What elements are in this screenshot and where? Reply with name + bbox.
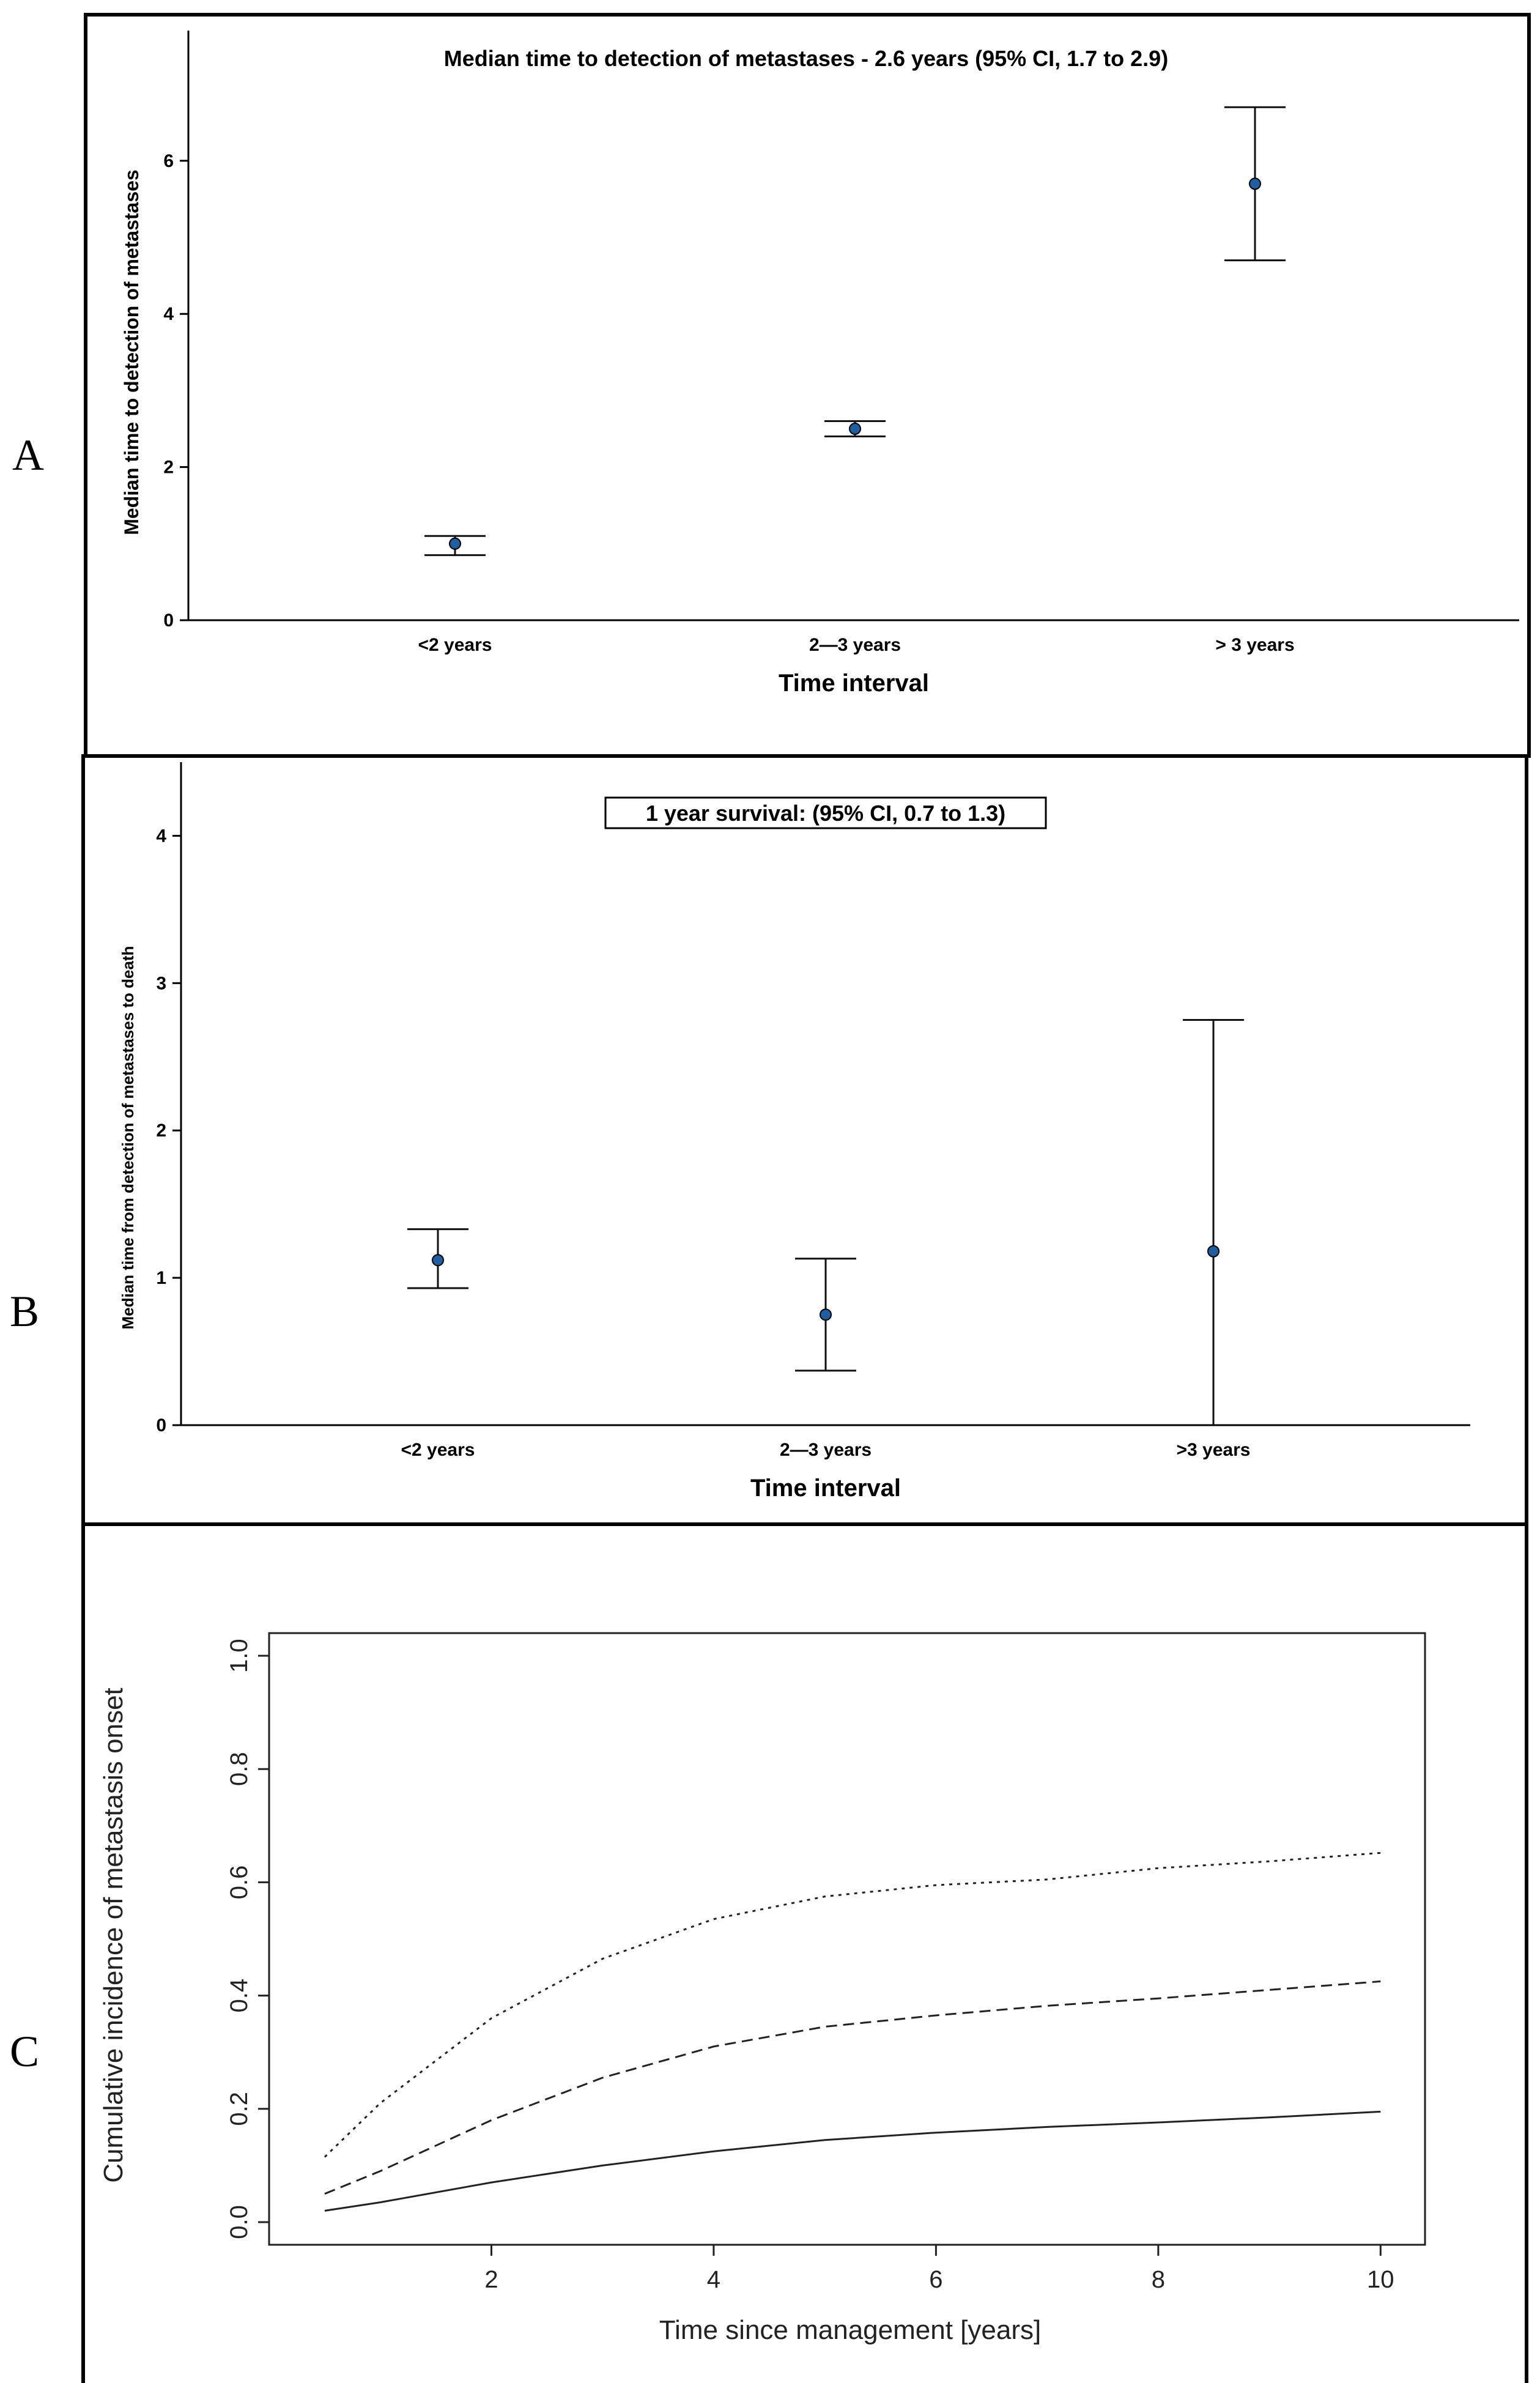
chart-c-lines <box>324 1851 1381 2212</box>
a-median-point <box>849 423 861 435</box>
c-y-tick-label: 0.2 <box>226 2092 253 2126</box>
chart-b-title-box <box>604 796 1047 829</box>
a-error-bar <box>824 420 886 438</box>
b-y-tick-label: 4 <box>156 826 166 846</box>
panel-a-frame <box>84 13 1531 758</box>
panel-c-letter: C <box>10 2027 39 2076</box>
a-median-point <box>1249 177 1261 190</box>
chart-b-y-ticks: 0 1 2 3 4 <box>156 826 181 1436</box>
c-y-tick-label: 0.0 <box>226 2205 253 2239</box>
b-y-tick-label: 2 <box>156 1121 166 1141</box>
b-y-tick-label: 3 <box>156 973 166 993</box>
panel-b-letter: B <box>10 1287 39 1336</box>
c-y-tick-label: 0.8 <box>226 1752 253 1786</box>
chart-b-y-label: Median time from detection of metastases… <box>119 946 137 1329</box>
a-category-label: 2—3 years <box>809 635 901 655</box>
a-error-bar <box>1224 106 1286 262</box>
b-error-bar <box>795 1258 856 1372</box>
c-x-tick-label: 6 <box>929 2266 942 2293</box>
b-median-point <box>820 1308 832 1321</box>
chart-a-x-label: Time interval <box>779 670 929 697</box>
a-y-tick-label: 0 <box>163 610 174 631</box>
chart-b: 1 year survival: (95% CI, 0.7 to 1.3) 0 1… <box>119 762 1470 1502</box>
chart-a-title: Median time to detection of metastases -… <box>444 46 1168 71</box>
b-y-tick-label: 1 <box>156 1268 166 1288</box>
b-category-label: 2—3 years <box>780 1440 872 1460</box>
c-x-tick-label: 2 <box>484 2266 498 2293</box>
chart-b-x-label: Time interval <box>750 1475 901 1502</box>
chart-c-plot-box <box>268 1632 1426 2246</box>
b-category-label: <2 years <box>401 1440 475 1460</box>
chart-a: Median time to detection of metastases -… <box>120 31 1519 697</box>
a-median-point <box>449 537 461 550</box>
chart-a-y-label: Median time to detection of metastases <box>120 169 143 535</box>
c-series-line-solid <box>324 2110 1381 2212</box>
a-y-tick-label: 4 <box>163 304 174 324</box>
b-error-bar <box>407 1228 468 1289</box>
chart-c-y-label: Cumulative incidence of metastasis onset <box>98 1688 128 2183</box>
chart-b-x-categories: <2 years 2—3 years >3 years <box>401 1440 1251 1460</box>
a-error-bar <box>424 535 486 557</box>
chart-c-x-label: Time since management [years] <box>659 2315 1041 2345</box>
chart-c-y-ticks: 0.0 0.2 0.4 0.6 0.8 1.0 <box>226 1639 269 2239</box>
chart-c-x-ticks: 2 4 6 8 10 <box>484 2245 1394 2293</box>
panel-b-frame <box>81 754 1528 1526</box>
a-category-label: <2 years <box>418 635 492 655</box>
c-x-tick-label: 4 <box>707 2266 720 2293</box>
b-median-point <box>432 1254 444 1267</box>
chart-a-y-ticks: 0 2 4 6 <box>163 151 188 631</box>
b-error-bar <box>1183 1019 1244 1425</box>
chart-a-marks <box>424 106 1286 557</box>
c-x-tick-label: 8 <box>1152 2266 1165 2293</box>
chart-b-title: 1 year survival: (95% CI, 0.7 to 1.3) <box>646 801 1005 826</box>
panel-a-letter: A <box>12 431 44 480</box>
chart-a-axes <box>187 31 1519 621</box>
c-series-line-dashed <box>324 1980 1381 2195</box>
chart-a-x-categories: <2 years 2—3 years > 3 years <box>418 635 1295 655</box>
b-category-label: >3 years <box>1177 1440 1251 1460</box>
chart-b-axes <box>180 762 1470 1426</box>
a-category-label: > 3 years <box>1215 635 1294 655</box>
c-x-tick-label: 10 <box>1367 2266 1394 2293</box>
c-y-tick-label: 0.6 <box>226 1866 253 1900</box>
b-y-tick-label: 0 <box>156 1415 166 1436</box>
c-y-tick-label: 1.0 <box>226 1639 253 1673</box>
a-y-tick-label: 2 <box>163 458 174 478</box>
chart-c: 0.0 0.2 0.4 0.6 0.8 1.0 2 4 6 8 10 Time since man… <box>98 1632 1426 2345</box>
panel-c-frame <box>81 1522 1528 2383</box>
c-series-line-dotted <box>324 1851 1381 2158</box>
chart-b-marks <box>407 1019 1244 1425</box>
a-y-tick-label: 6 <box>163 151 174 171</box>
c-y-tick-label: 0.4 <box>226 1979 253 2013</box>
b-median-point <box>1207 1245 1220 1258</box>
